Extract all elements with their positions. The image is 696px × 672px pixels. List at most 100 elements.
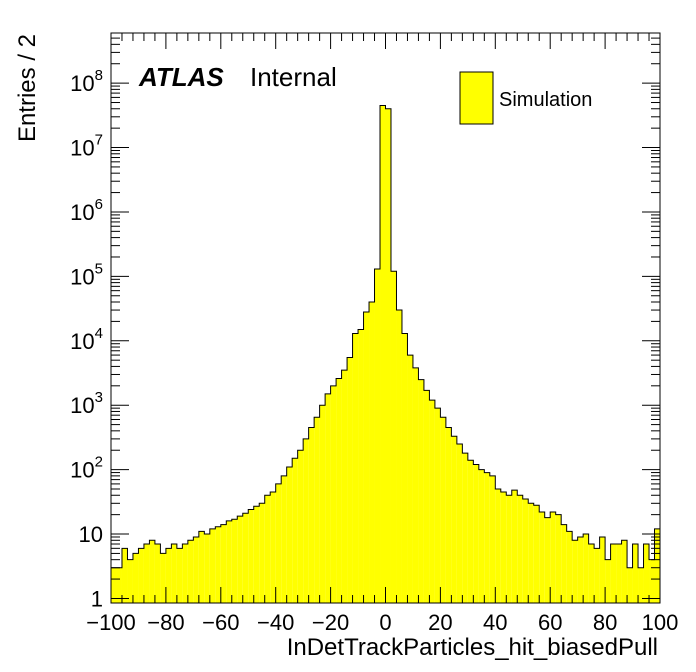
histogram-bar xyxy=(484,472,490,603)
histogram-bar xyxy=(297,450,304,603)
x-tick-label: −100 xyxy=(86,610,136,635)
histogram-bar xyxy=(632,544,639,603)
x-tick-label: 20 xyxy=(428,610,452,635)
histogram-bar xyxy=(347,357,353,603)
histogram-bar xyxy=(358,329,364,603)
histogram-bar xyxy=(143,544,150,603)
histogram-bar xyxy=(248,509,254,603)
histogram-bar xyxy=(654,528,660,603)
histogram-bar xyxy=(253,506,260,603)
histogram-bar xyxy=(599,536,606,603)
histogram-bar xyxy=(325,393,331,603)
x-tick-label: −60 xyxy=(202,610,239,635)
histogram-bar xyxy=(121,548,128,603)
histogram-bar xyxy=(445,427,452,603)
histogram-bar xyxy=(478,469,485,603)
histogram-bar xyxy=(132,553,139,603)
histogram-bar xyxy=(517,495,523,603)
histogram-bar xyxy=(149,540,155,603)
x-tick-label: 0 xyxy=(379,610,391,635)
atlas-status-label: Internal xyxy=(250,62,337,92)
histogram-bar xyxy=(561,524,567,603)
histogram-bar xyxy=(539,511,545,603)
histogram-bar xyxy=(462,453,468,603)
histogram-bar xyxy=(215,526,221,603)
histogram-bar xyxy=(577,536,584,603)
histogram-bar xyxy=(429,400,435,603)
histogram-bar xyxy=(198,531,205,603)
histogram-bar xyxy=(610,544,617,603)
histogram-bar xyxy=(336,378,342,603)
histogram-bar xyxy=(544,517,551,603)
histogram-bar xyxy=(390,271,397,603)
histogram-bar xyxy=(270,491,276,603)
histogram-bar xyxy=(111,567,117,603)
y-axis-ticks xyxy=(111,32,660,599)
legend: Simulation xyxy=(459,71,592,125)
histogram-bar xyxy=(286,466,293,603)
histogram-bar xyxy=(456,443,463,603)
histogram-bar xyxy=(495,489,501,603)
histogram-bar xyxy=(187,540,194,603)
histogram-bar xyxy=(467,460,474,603)
histogram-bar xyxy=(533,505,540,603)
histogram-bar xyxy=(314,417,320,603)
histogram-bar xyxy=(116,567,122,603)
histogram-bar xyxy=(643,544,650,603)
histogram-bar xyxy=(401,333,408,603)
histogram-bar xyxy=(226,520,232,603)
histogram-bar xyxy=(292,458,298,603)
histogram-bar xyxy=(489,475,496,603)
histogram-bar xyxy=(440,417,446,603)
histogram-bar xyxy=(275,483,282,603)
y-tick-label: 106 xyxy=(70,196,103,225)
x-axis-title: InDetTrackParticles_hit_biasedPull xyxy=(287,634,658,661)
histogram-bar xyxy=(522,498,529,603)
histogram-bar xyxy=(385,108,391,604)
histogram-bar xyxy=(572,540,578,603)
y-tick-label: 103 xyxy=(70,389,103,418)
histogram-bar xyxy=(363,311,370,603)
histogram-bar xyxy=(193,536,199,603)
histogram-bar xyxy=(264,495,271,603)
histogram-bar xyxy=(451,436,457,603)
histogram-bar xyxy=(308,427,315,603)
histogram-bar xyxy=(165,548,172,603)
y-axis-title: Entries / 2 xyxy=(14,34,41,142)
histogram-bar xyxy=(594,548,600,603)
histogram-bar xyxy=(412,367,419,603)
y-tick-label: 10 xyxy=(79,522,103,547)
histogram-bar xyxy=(605,559,611,603)
histogram-bar xyxy=(231,519,238,603)
histogram-bar xyxy=(127,559,133,603)
histogram-bar xyxy=(550,511,556,603)
y-tick-label: 108 xyxy=(70,67,103,96)
histogram-bar xyxy=(176,548,183,603)
histogram-bar xyxy=(330,385,337,603)
histogram-bar xyxy=(588,544,595,603)
histogram-bar xyxy=(352,333,359,603)
histogram-bar xyxy=(303,438,309,603)
histogram-bar xyxy=(500,491,507,603)
x-tick-label: −80 xyxy=(147,610,184,635)
histogram-bar xyxy=(242,513,249,603)
x-tick-label: 80 xyxy=(593,610,617,635)
histogram-bar xyxy=(423,390,430,603)
x-tick-label: 60 xyxy=(538,610,562,635)
x-tick-label: −40 xyxy=(257,610,294,635)
histogram-outline xyxy=(110,104,661,603)
y-axis-tick-labels: 1 10 102 103 104 105 106 107 108 xyxy=(70,67,103,611)
y-tick-label: 102 xyxy=(70,454,103,483)
histogram-bar xyxy=(138,548,144,603)
x-tick-label: −20 xyxy=(312,610,349,635)
histogram-bar xyxy=(396,310,402,603)
plot-frame xyxy=(110,32,661,604)
histogram-bar xyxy=(341,370,348,603)
atlas-label: ATLAS xyxy=(138,62,224,92)
x-axis-tick-labels: −100 −80 −60 −40 −20 0 20 40 60 80 100 xyxy=(86,610,678,635)
histogram-bar xyxy=(281,475,287,603)
histogram-bar xyxy=(204,534,210,603)
histogram-bar xyxy=(319,405,326,603)
histogram-bar xyxy=(649,559,655,603)
